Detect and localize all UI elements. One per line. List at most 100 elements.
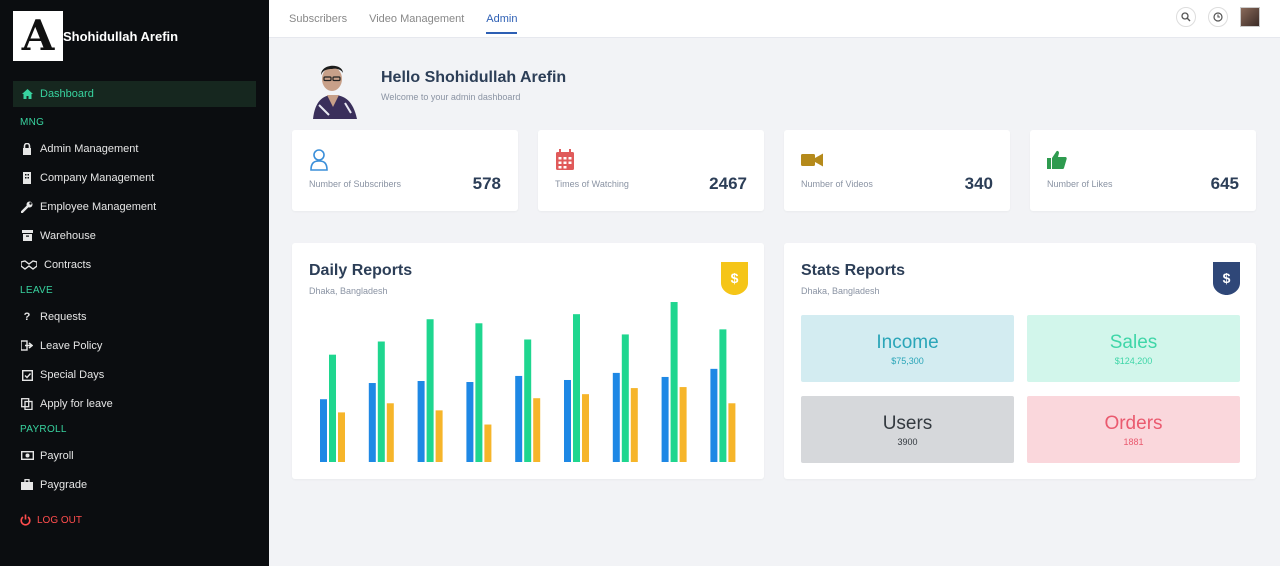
stats-reports-title: Stats Reports (801, 262, 906, 279)
copy-icon (20, 397, 34, 411)
sidebar-item-label: Dashboard (40, 88, 94, 100)
sidebar-item-dashboard[interactable]: Dashboard (13, 81, 256, 107)
sidebar-item-paygrade[interactable]: Paygrade (0, 470, 269, 499)
daily-reports-title: Daily Reports (309, 262, 413, 279)
sidebar-item-leave-policy[interactable]: Leave Policy (0, 331, 269, 360)
bar-8-series-1 (661, 376, 669, 462)
bar-6-series-3 (582, 394, 589, 462)
sign-out-icon (20, 339, 34, 353)
tile-label: Income (876, 332, 939, 353)
stats-reports-card: Stats Reports Dhaka, Bangladesh $ Income… (784, 243, 1256, 479)
sidebar-nav: Dashboard MNG Admin Management Company M… (0, 81, 269, 499)
tab-admin[interactable]: Admin (486, 0, 518, 38)
sidebar-item-label: Payroll (40, 449, 74, 462)
sidebar-item-label: Special Days (40, 368, 105, 381)
tile-users[interactable]: Users 3900 (801, 396, 1014, 463)
sidebar-item-admin-management[interactable]: Admin Management (0, 134, 269, 163)
archive-icon (20, 229, 34, 243)
bar-5-series-1 (515, 375, 523, 462)
bar-4-series-3 (484, 424, 492, 462)
bar-3-series-2 (426, 319, 434, 462)
daily-reports-card: Daily Reports Dhaka, Bangladesh $ (292, 243, 764, 479)
sidebar-item-label: Employee Management (40, 200, 157, 213)
bar-3-series-3 (435, 410, 443, 462)
daily-reports-subtitle: Dhaka, Bangladesh (309, 286, 388, 296)
brand[interactable]: A Shohidullah Arefin (13, 11, 178, 61)
tile-value: 1881 (1123, 437, 1144, 447)
bar-1-series-2 (329, 354, 336, 462)
stat-label: Number of Likes (1047, 179, 1113, 189)
power-icon (20, 514, 31, 526)
video-camera-icon (801, 149, 823, 171)
sidebar-item-label: Warehouse (40, 229, 96, 242)
section-leave: LEAVE (20, 285, 53, 296)
stat-card-watching: Times of Watching 2467 (538, 130, 764, 211)
tile-value: 3900 (897, 437, 918, 447)
bar-2-series-1 (368, 383, 376, 462)
bar-7-series-3 (630, 388, 638, 462)
user-avatar[interactable] (1240, 7, 1260, 27)
bar-7-series-1 (612, 372, 620, 462)
greeting-title: Hello Shohidullah Arefin (381, 69, 567, 86)
stat-label: Number of Videos (801, 179, 873, 189)
tile-value: $75,300 (891, 356, 924, 366)
sidebar-item-payroll[interactable]: Payroll (0, 441, 269, 470)
tile-label: Sales (1109, 332, 1158, 353)
bar-6-series-1 (564, 379, 571, 462)
tile-income[interactable]: Income $75,300 (801, 315, 1014, 382)
bar-1-series-3 (338, 412, 345, 462)
sidebar-item-requests[interactable]: ? Requests (0, 302, 269, 331)
sidebar-item-label: Paygrade (40, 478, 88, 491)
thumbs-up-icon (1047, 149, 1067, 171)
stats-reports-subtitle: Dhaka, Bangladesh (801, 286, 880, 296)
stat-value: 645 (1210, 174, 1239, 193)
stat-label: Number of Subscribers (309, 179, 402, 189)
greeting-subtitle: Welcome to your admin dashboard (381, 92, 521, 102)
tile-label: Users (882, 413, 933, 434)
brand-logo: A (13, 11, 63, 61)
sidebar-item-special-days[interactable]: Special Days (0, 360, 269, 389)
bar-4-series-1 (466, 382, 474, 462)
handshake-icon (20, 258, 38, 272)
sidebar-item-label: Leave Policy (40, 339, 103, 352)
tile-orders[interactable]: Orders 1881 (1027, 396, 1240, 463)
calendar-check-icon (20, 368, 34, 382)
bar-6-series-2 (573, 314, 580, 462)
sidebar-item-apply-for-leave[interactable]: Apply for leave (0, 389, 269, 418)
tab-video-management[interactable]: Video Management (369, 13, 465, 25)
home-icon (20, 87, 34, 101)
money-icon (20, 449, 34, 463)
sidebar-item-label: Company Management (40, 171, 155, 184)
dollar-badge-icon: $ (721, 262, 748, 295)
sidebar-item-company-management[interactable]: Company Management (0, 163, 269, 192)
profile-avatar (305, 57, 360, 119)
tile-sales[interactable]: Sales $124,200 (1027, 315, 1240, 382)
tab-bar: Subscribers Video Management Admin (289, 0, 539, 38)
search-button[interactable] (1176, 7, 1196, 27)
bar-5-series-3 (533, 398, 541, 462)
tab-subscribers[interactable]: Subscribers (289, 13, 348, 25)
sidebar-item-employee-management[interactable]: Employee Management (0, 192, 269, 221)
bar-2-series-2 (377, 341, 385, 462)
tile-value: $124,200 (1114, 356, 1153, 366)
stat-value: 578 (472, 174, 501, 193)
sidebar-item-label: Contracts (44, 258, 92, 271)
briefcase-icon (20, 478, 34, 492)
logout-button[interactable]: LOG OUT (20, 514, 82, 526)
search-icon (1181, 12, 1191, 22)
stat-label: Times of Watching (555, 179, 629, 189)
daily-bar-chart (320, 302, 736, 462)
logout-label: LOG OUT (37, 514, 83, 526)
top-actions (1164, 7, 1260, 27)
bar-2-series-3 (386, 403, 394, 462)
clock-icon (1213, 12, 1223, 22)
bar-7-series-2 (621, 334, 629, 462)
lock-icon (20, 142, 34, 156)
stat-card-subscribers: Number of Subscribers 578 (292, 130, 518, 211)
top-bar: Subscribers Video Management Admin (269, 0, 1280, 38)
brand-name: Shohidullah Arefin (63, 28, 179, 44)
sidebar-item-warehouse[interactable]: Warehouse (0, 221, 269, 250)
question-icon: ? (23, 310, 31, 323)
clock-button[interactable] (1208, 7, 1228, 27)
sidebar-item-contracts[interactable]: Contracts (0, 250, 269, 279)
